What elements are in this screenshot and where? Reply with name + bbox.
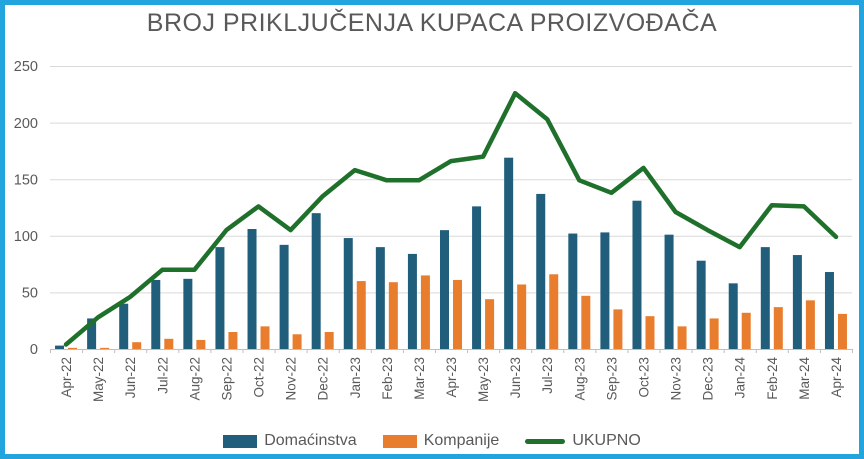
bar-kompanije-Nov-23 — [677, 326, 687, 349]
legend-label-ukupno: UKUPNO — [572, 432, 641, 449]
bar-domacinstva-Nov-23 — [664, 234, 674, 349]
bar-domacinstva-Feb-23 — [375, 247, 385, 349]
bar-domacinstva-Apr-23 — [440, 230, 449, 349]
x-tick-label-Jun-22: Jun-22 — [123, 357, 138, 398]
x-tick-label-Nov-23: Nov-23 — [669, 357, 684, 401]
legend-label-domacinstva: Domaćinstva — [264, 432, 357, 449]
bar-domacinstva-Mar-24 — [792, 255, 802, 349]
bar-kompanije-Mar-24 — [805, 300, 815, 349]
bar-domacinstva-Jun-22 — [119, 303, 129, 349]
x-tick-label-Feb-24: Feb-24 — [765, 357, 780, 400]
ukupno-line — [63, 90, 839, 347]
x-tick-label-Jul-22: Jul-22 — [155, 357, 170, 394]
y-tick-label-200: 200 — [14, 116, 38, 132]
x-tick-label-Nov-22: Nov-22 — [284, 357, 299, 401]
bar-domacinstva-May-23 — [472, 206, 482, 349]
bar-kompanije-Feb-23 — [388, 282, 398, 349]
bar-kompanije-Jul-23 — [549, 274, 559, 349]
bar-kompanije-Jun-22 — [132, 342, 142, 349]
x-tick-label-Sep-23: Sep-23 — [604, 357, 619, 401]
bar-kompanije-Dec-23 — [709, 318, 719, 349]
chart-legend: Domaćinstva Kompanije UKUPNO — [0, 429, 864, 453]
bar-domacinstva-May-22 — [87, 318, 97, 349]
x-tick-label-Apr-24: Apr-24 — [829, 357, 844, 398]
chart-title: BROJ PRIKLJUČENJA KUPACA PROIZVOĐAČA — [146, 9, 718, 37]
y-tick-label-50: 50 — [22, 286, 38, 302]
bar-domacinstva-Nov-22 — [279, 244, 289, 349]
bar-domacinstva-Sep-22 — [215, 247, 225, 349]
y-tick-label-150: 150 — [14, 172, 38, 188]
x-tick-label-Dec-23: Dec-23 — [701, 357, 716, 401]
y-tick-label-0: 0 — [30, 342, 38, 358]
legend-label-kompanije: Kompanije — [423, 432, 500, 449]
bar-kompanije-Jan-23 — [356, 281, 366, 349]
bar-domacinstva-Mar-23 — [407, 253, 417, 349]
bar-domacinstva-Aug-22 — [183, 278, 193, 349]
bar-kompanije-Jan-24 — [741, 312, 751, 349]
x-tick-label-Jan-23: Jan-23 — [348, 357, 363, 398]
bar-kompanije-Apr-24 — [837, 313, 847, 349]
bar-kompanije-Nov-22 — [292, 334, 302, 349]
bar-domacinstva-Aug-23 — [568, 233, 578, 349]
x-tick-label-Mar-23: Mar-23 — [412, 357, 427, 400]
bar-domacinstva-Jul-22 — [151, 279, 161, 349]
x-tick-label-Oct-22: Oct-22 — [252, 357, 267, 398]
x-tick-label-May-22: May-22 — [91, 357, 106, 402]
ukupno-series-swatch — [525, 438, 566, 444]
x-tick-label-Sep-22: Sep-22 — [219, 357, 234, 401]
bar-domacinstva-Oct-23 — [632, 200, 642, 349]
bar-kompanije-Apr-22 — [68, 347, 78, 349]
x-tick-label-Oct-23: Oct-23 — [636, 357, 651, 398]
bar-domacinstva-Apr-24 — [824, 272, 834, 349]
x-tick-label-Mar-24: Mar-24 — [797, 357, 812, 400]
x-tick-label-Aug-22: Aug-22 — [187, 357, 202, 401]
bar-kompanije-May-22 — [100, 347, 110, 349]
legend-item-domacinstva: Domaćinstva — [223, 432, 357, 450]
x-tick-label-Jul-23: Jul-23 — [540, 357, 555, 394]
bar-kompanije-Mar-23 — [420, 275, 430, 349]
bar-kompanije-Jun-23 — [517, 284, 527, 349]
bar-domacinstva-Dec-23 — [696, 260, 706, 349]
bar-domacinstva-Feb-24 — [760, 247, 770, 349]
bar-kompanije-Apr-23 — [453, 279, 462, 349]
legend-item-kompanije: Kompanije — [382, 432, 500, 450]
bar-domacinstva-Oct-22 — [247, 229, 257, 349]
x-tick-label-Apr-23: Apr-23 — [444, 357, 459, 398]
x-tick-label-Aug-23: Aug-23 — [572, 357, 587, 401]
bar-kompanije-Jul-22 — [164, 338, 174, 349]
bar-domacinstva-Jun-23 — [504, 157, 514, 349]
bar-domacinstva-Dec-22 — [311, 213, 321, 349]
bar-kompanije-Aug-23 — [581, 295, 591, 349]
bar-kompanije-Oct-22 — [260, 326, 270, 349]
bar-kompanije-Aug-22 — [196, 339, 206, 349]
bar-kompanije-Feb-24 — [773, 307, 783, 349]
x-tick-label-Apr-22: Apr-22 — [59, 357, 74, 398]
bar-domacinstva-Jul-23 — [536, 193, 546, 349]
bar-domacinstva-Apr-22 — [55, 345, 65, 349]
domacinstva-series-swatch — [223, 434, 258, 448]
legend-item-ukupno: UKUPNO — [525, 432, 641, 450]
bar-kompanije-Dec-22 — [324, 332, 334, 349]
x-tick-label-Jan-24: Jan-24 — [733, 357, 748, 399]
bar-kompanije-Sep-22 — [228, 332, 238, 349]
y-tick-label-250: 250 — [14, 59, 38, 75]
bar-kompanije-Sep-23 — [613, 309, 623, 349]
bar-kompanije-May-23 — [485, 299, 495, 349]
bar-domacinstva-Jan-24 — [728, 283, 738, 349]
x-tick-label-Feb-23: Feb-23 — [380, 357, 395, 400]
x-tick-label-Dec-22: Dec-22 — [316, 357, 331, 401]
y-tick-label-100: 100 — [14, 229, 38, 245]
kompanije-series-swatch — [382, 434, 417, 448]
bar-kompanije-Oct-23 — [645, 316, 655, 349]
bar-domacinstva-Sep-23 — [600, 232, 610, 349]
x-tick-label-Jun-23: Jun-23 — [508, 357, 523, 398]
x-tick-label-May-23: May-23 — [476, 357, 491, 402]
bar-domacinstva-Jan-23 — [343, 238, 353, 349]
